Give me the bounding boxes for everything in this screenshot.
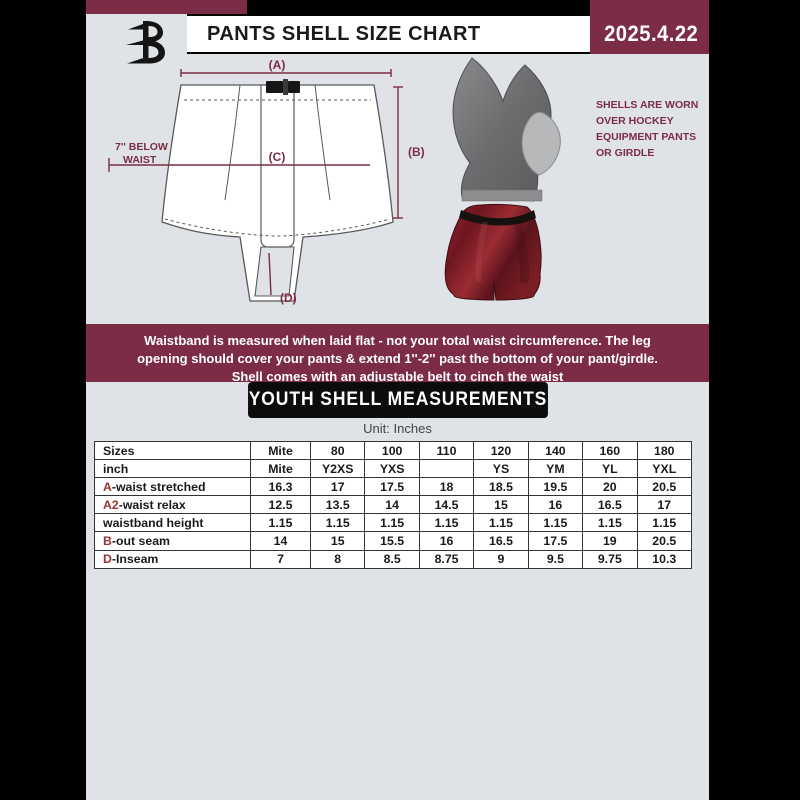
- svg-text:(A): (A): [269, 58, 286, 72]
- svg-text:WAIST: WAIST: [123, 154, 157, 166]
- svg-text:(D): (D): [280, 291, 297, 305]
- svg-text:(C): (C): [269, 150, 286, 164]
- svg-text:(B): (B): [408, 145, 425, 159]
- svg-text:7'' BELOW: 7'' BELOW: [115, 141, 168, 153]
